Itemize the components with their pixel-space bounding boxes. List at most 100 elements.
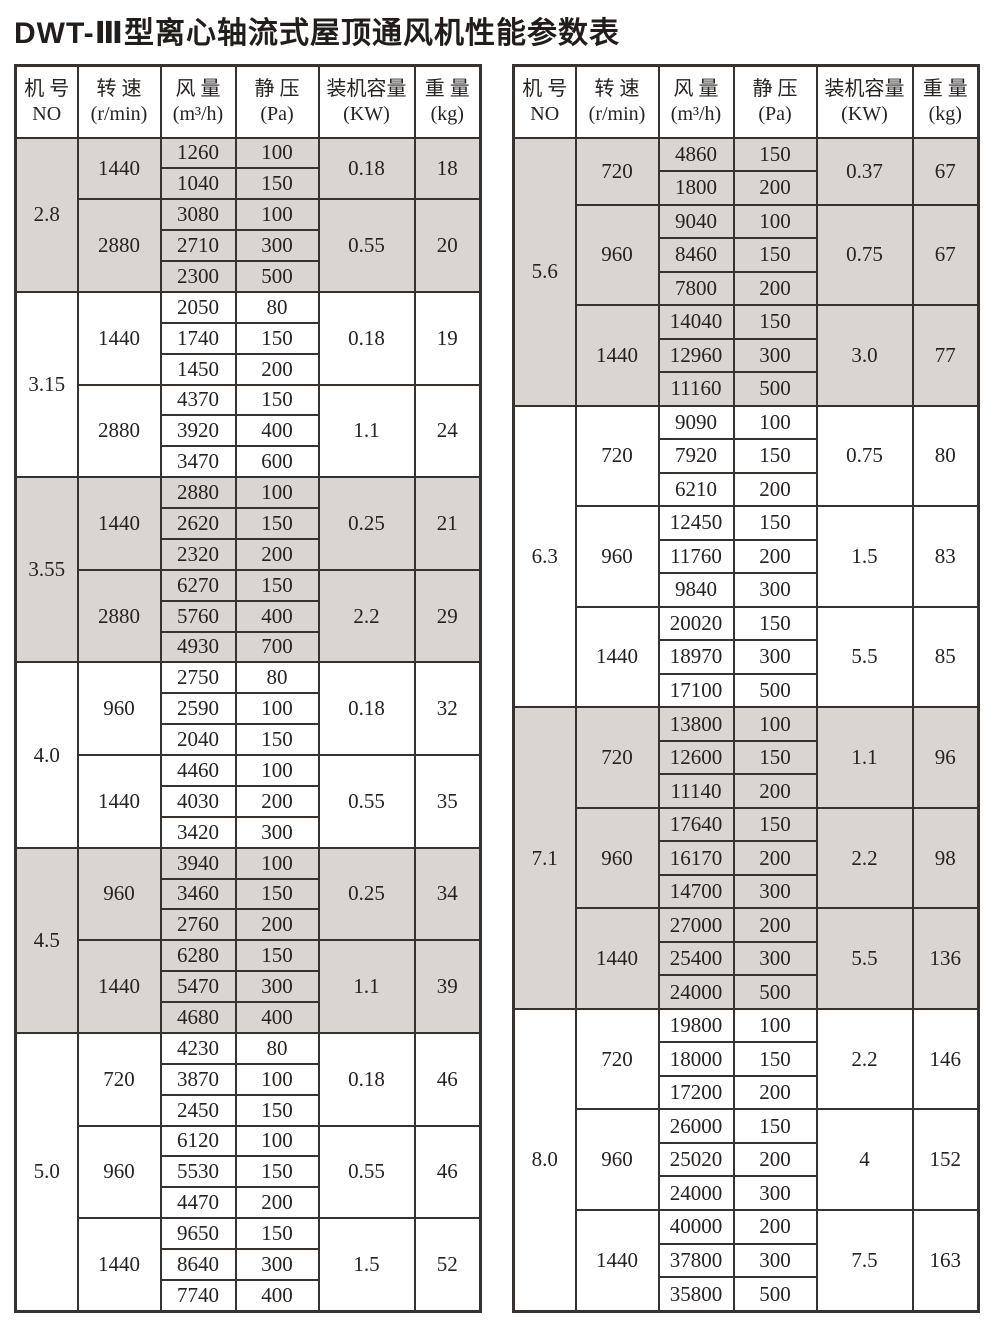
- column-header-0: 机 号 NO: [512, 64, 577, 139]
- pressure-cell: 100: [234, 692, 320, 726]
- table-row: 1800 200: [514, 170, 979, 206]
- table-row: 16170 200: [514, 840, 979, 876]
- airflow-cell: 35800: [657, 1276, 735, 1313]
- column-header-unit: (KW): [343, 102, 390, 125]
- pressure-cell: 500: [732, 974, 818, 1010]
- airflow-cell: 12960: [657, 337, 735, 374]
- table-row: 3460 150: [16, 877, 481, 911]
- pressure-cell: 200: [234, 784, 320, 818]
- airflow-cell: 9650: [159, 1217, 237, 1250]
- airflow-cell: 17640: [657, 806, 735, 843]
- table-row: 2.8 1440 1260 100 0.18 18: [14, 136, 482, 293]
- pressure-cell: 150: [732, 237, 818, 273]
- fan-no-cell: 3.15: [14, 290, 79, 479]
- pressure-cell: 200: [732, 773, 818, 809]
- airflow-cell: 1450: [159, 352, 237, 386]
- pressure-cell: 150: [234, 568, 320, 602]
- airflow-cell: 2760: [159, 908, 237, 942]
- pressure-cell: 200: [234, 537, 320, 571]
- speed-cell: 960: [76, 846, 162, 942]
- table-row: 3.55 1440 2880 100 0.25 21: [14, 476, 482, 664]
- pressure-cell: 200: [732, 270, 818, 307]
- weight-cell: 29: [413, 568, 482, 664]
- weight-cell: 77: [911, 304, 980, 407]
- pressure-cell: 200: [234, 1186, 320, 1220]
- power-cell: 2.2: [815, 806, 914, 910]
- table-row: 1040 150: [16, 167, 481, 201]
- pressure-cell: 300: [732, 572, 818, 608]
- table-row: 25020 200: [514, 1141, 979, 1178]
- weight-cell: 152: [911, 1108, 980, 1211]
- speed-cell: 720: [574, 706, 660, 809]
- weight-cell: 85: [911, 605, 980, 709]
- table-row: 1440 9650 150 1.5 52: [16, 1217, 482, 1313]
- power-cell: 0.18: [317, 661, 416, 756]
- airflow-cell: 17200: [657, 1074, 735, 1111]
- column-header-cn: 转 速: [594, 77, 640, 100]
- pressure-cell: 100: [234, 136, 320, 170]
- weight-cell: 20: [413, 198, 482, 293]
- pressure-cell: 150: [234, 1155, 320, 1189]
- airflow-cell: 1740: [159, 321, 237, 355]
- weight-cell: 136: [911, 907, 980, 1010]
- power-cell: 1.1: [317, 383, 416, 479]
- airflow-cell: 4370: [159, 383, 237, 417]
- table-row: 8640 300: [16, 1248, 481, 1281]
- airflow-cell: 7920: [657, 438, 735, 474]
- power-cell: 0.25: [317, 476, 416, 571]
- pressure-cell: 400: [234, 414, 320, 448]
- airflow-cell: 9090: [657, 404, 735, 441]
- weight-cell: 146: [911, 1007, 980, 1111]
- table-row: 3870 100: [16, 1062, 481, 1096]
- table-row: 2450 150: [16, 1093, 481, 1127]
- speed-cell: 2880: [76, 383, 162, 479]
- column-header-unit: (Pa): [758, 102, 792, 125]
- pressure-cell: 150: [732, 739, 818, 776]
- airflow-cell: 2450: [159, 1093, 237, 1127]
- column-header-0: 机 号 NO: [14, 64, 79, 139]
- pressure-cell: 200: [732, 1141, 818, 1178]
- column-header-3: 静 压 (Pa): [234, 64, 320, 139]
- table-row: 1440 14040 150 3.0 77: [514, 304, 980, 407]
- spec-table-left: 机 号 NO 转 速 (r/min) 风 量 (m³/h) 静 压 (Pa) 装机容量 (KW) 重…: [14, 64, 482, 1313]
- table-row: 18000 150: [514, 1041, 979, 1077]
- table-row: 11140 200: [514, 773, 979, 809]
- airflow-cell: 18970: [657, 639, 735, 675]
- airflow-cell: 3920: [159, 414, 237, 448]
- airflow-cell: 12600: [657, 739, 735, 776]
- table-row: 9840 300: [514, 572, 979, 608]
- pressure-cell: 150: [234, 167, 320, 201]
- pressure-cell: 200: [732, 840, 818, 876]
- pressure-cell: 300: [732, 337, 818, 374]
- pressure-cell: 100: [732, 1007, 818, 1044]
- airflow-cell: 6210: [657, 471, 735, 508]
- table-row: 960 17640 150 2.2 98: [514, 806, 980, 910]
- table-row: 7740 400: [16, 1278, 481, 1313]
- airflow-cell: 2320: [159, 537, 237, 571]
- weight-cell: 34: [413, 846, 482, 942]
- column-header-unit: (kg): [430, 102, 464, 125]
- table-row: 4.5 960 3940 100 0.25 34: [14, 846, 482, 1034]
- power-cell: 0.18: [317, 290, 416, 386]
- pressure-cell: 200: [732, 1074, 818, 1111]
- table-row: 1440 20020 150 5.5 85: [514, 605, 980, 709]
- table-row: 2760 200: [16, 908, 481, 942]
- power-cell: 0.55: [317, 1124, 416, 1220]
- airflow-cell: 8640: [159, 1248, 237, 1281]
- column-header-3: 静 压 (Pa): [732, 64, 818, 139]
- column-header-unit: (m³/h): [172, 102, 224, 125]
- speed-cell: 960: [76, 1124, 162, 1220]
- airflow-cell: 18000: [657, 1041, 735, 1077]
- pressure-cell: 150: [732, 1041, 818, 1077]
- column-header-1: 转 速 (r/min): [574, 64, 660, 139]
- airflow-cell: 1800: [657, 170, 735, 206]
- power-cell: 4: [815, 1108, 914, 1211]
- speed-cell: 1440: [574, 304, 660, 407]
- weight-cell: 46: [413, 1124, 482, 1220]
- pressure-cell: 200: [732, 1209, 818, 1245]
- weight-cell: 35: [413, 754, 482, 849]
- airflow-cell: 9040: [657, 203, 735, 240]
- pressure-cell: 500: [732, 672, 818, 709]
- airflow-cell: 17100: [657, 672, 735, 709]
- weight-cell: 163: [911, 1209, 980, 1313]
